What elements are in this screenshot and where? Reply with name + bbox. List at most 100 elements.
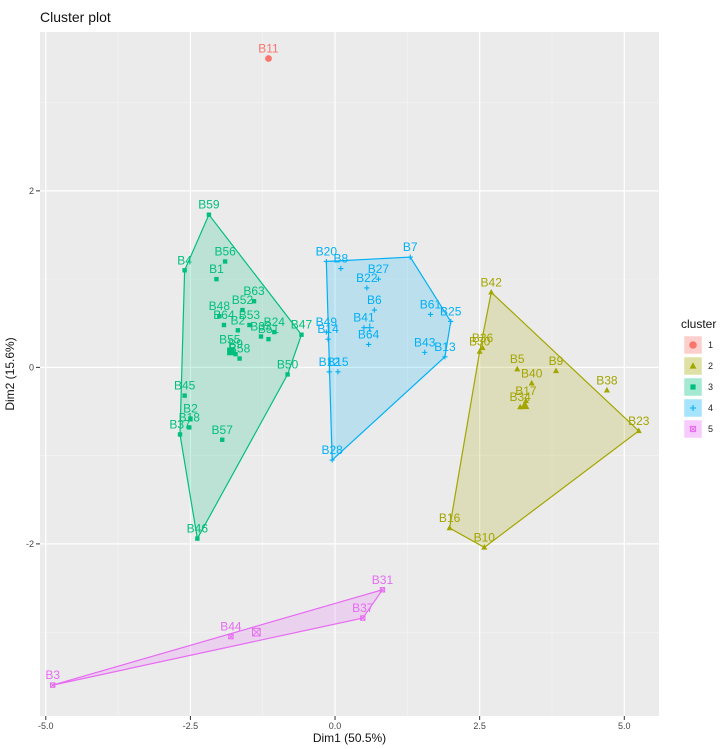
- point-marker: [375, 276, 382, 282]
- point-marker: [323, 329, 329, 335]
- point-marker: [442, 354, 448, 360]
- point-label: B56: [214, 244, 236, 258]
- point-marker: [325, 336, 331, 342]
- point-label: B42: [481, 275, 503, 289]
- cluster-2-hull: [448, 291, 640, 549]
- chart-title: Cluster plot: [40, 9, 111, 25]
- point-label: B51: [258, 322, 280, 336]
- grid: [40, 32, 659, 716]
- point-marker: [188, 416, 193, 421]
- axis-ticks: -5.0 -2.5 0.0 2.5 5.0 -2 0 2: [26, 186, 631, 731]
- point-label: B46: [187, 522, 209, 536]
- point-label: B64: [358, 327, 380, 341]
- y-tick-label: 0: [29, 362, 34, 372]
- point-marker: [326, 369, 332, 375]
- data-points: [50, 55, 642, 688]
- point-marker: [422, 349, 428, 355]
- point-marker: [689, 425, 697, 433]
- point-label: B10: [474, 530, 496, 544]
- point-marker: [247, 322, 252, 328]
- point-label: B17: [515, 384, 537, 398]
- point-label: B9: [228, 337, 243, 351]
- point-marker: [182, 268, 187, 273]
- point-label: B2: [183, 402, 198, 416]
- x-tick-label: -2.5: [183, 721, 199, 731]
- point-label: B57: [212, 423, 234, 437]
- point-label: B47: [291, 318, 313, 332]
- point-label: B50: [277, 357, 299, 371]
- point-marker: [217, 313, 222, 319]
- point-marker: [220, 437, 225, 442]
- point-marker: [446, 524, 453, 531]
- plot-panel: [40, 32, 659, 716]
- point-marker: [360, 615, 366, 621]
- point-marker: [481, 544, 488, 550]
- y-tick-label: 2: [29, 186, 34, 196]
- point-marker: [227, 347, 235, 356]
- point-marker: [299, 332, 304, 337]
- x-tick-label: 0.0: [329, 721, 342, 731]
- point-label: B2: [231, 313, 246, 327]
- point-label: B55: [219, 333, 241, 347]
- point-label: B61: [420, 297, 442, 311]
- point-label: B3: [45, 668, 60, 682]
- legend-label: 5: [708, 424, 713, 434]
- point-label: B11: [258, 41, 279, 55]
- x-tick-label: -5.0: [38, 721, 54, 731]
- point-label: B59: [198, 198, 220, 212]
- point-marker: [235, 328, 241, 333]
- point-marker: [635, 427, 642, 434]
- point-label: B64: [213, 308, 235, 322]
- point-label: B28: [321, 443, 343, 457]
- point-marker-box: [252, 627, 261, 637]
- point-label: B7: [403, 240, 418, 254]
- point-marker: [266, 336, 271, 342]
- x-tick-label: 5.0: [618, 721, 631, 731]
- point-marker: [214, 276, 219, 282]
- legend-title: cluster: [681, 317, 716, 331]
- point-marker: [237, 356, 242, 361]
- point-marker-cross: [228, 634, 234, 640]
- point-label: B34: [509, 390, 531, 404]
- point-marker-box: [379, 587, 386, 593]
- point-label: B4: [177, 253, 192, 267]
- point-marker: [379, 587, 386, 593]
- point-marker: [187, 425, 192, 430]
- point-marker: [514, 365, 521, 372]
- point-marker: [335, 369, 341, 375]
- point-label: B40: [521, 366, 543, 380]
- point-label: B25: [440, 304, 462, 318]
- point-label: B37: [169, 417, 191, 431]
- point-marker: [448, 318, 454, 325]
- point-marker: [603, 386, 610, 393]
- point-marker: [690, 384, 696, 390]
- point-marker: [221, 322, 227, 328]
- point-label: B37: [352, 601, 374, 615]
- legend-label: 1: [708, 340, 713, 350]
- point-label: B63: [243, 284, 265, 298]
- point-marker: [690, 405, 696, 411]
- legend-label: 3: [708, 382, 713, 392]
- x-tick-label: 2.5: [473, 721, 486, 731]
- point-marker: [251, 298, 257, 304]
- point-marker: [407, 254, 413, 260]
- legend-label: 4: [708, 403, 713, 413]
- point-label: B5: [510, 352, 525, 366]
- point-label: B9: [549, 354, 564, 368]
- point-label: B53: [239, 308, 261, 322]
- point-marker-cross: [690, 426, 696, 432]
- point-marker: [520, 400, 530, 410]
- point-marker: [206, 212, 212, 217]
- point-marker: [285, 372, 290, 377]
- point-marker: [272, 329, 277, 335]
- point-label: B58: [229, 342, 251, 356]
- point-marker-cross: [379, 587, 385, 593]
- point-label: B16: [439, 511, 461, 525]
- point-label: B8: [333, 252, 348, 266]
- y-tick-label: -2: [26, 539, 34, 549]
- point-marker: [50, 682, 56, 688]
- point-label: B22: [356, 271, 378, 285]
- cluster-5-hull: [52, 588, 384, 686]
